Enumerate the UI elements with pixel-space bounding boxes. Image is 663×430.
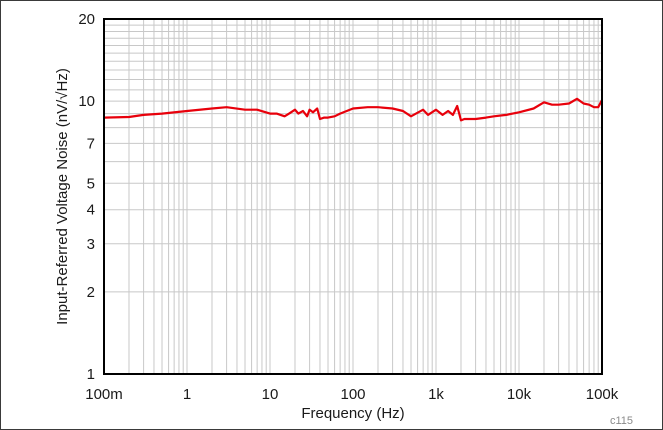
x-tick-label: 100k bbox=[586, 386, 619, 403]
y-tick-label: 7 bbox=[87, 135, 95, 152]
x-tick-label: 10 bbox=[262, 386, 279, 403]
y-tick-label: 2 bbox=[87, 284, 95, 301]
x-tick-label: 100 bbox=[340, 386, 365, 403]
x-tick-labels: 100m 1 10 100 1k 10k 100k bbox=[85, 386, 619, 403]
x-tick-label: 1k bbox=[428, 386, 444, 403]
noise-series-line bbox=[103, 97, 603, 122]
plot-border bbox=[103, 18, 603, 375]
y-tick-label: 5 bbox=[87, 175, 95, 192]
y-tick-label: 20 bbox=[78, 11, 95, 28]
x-tick-label: 10k bbox=[507, 386, 532, 403]
x-tick-label: 100m bbox=[85, 386, 123, 403]
y-tick-labels: 1 2 3 4 5 7 10 20 bbox=[78, 11, 95, 383]
y-tick-label: 1 bbox=[87, 366, 95, 383]
x-axis-label: Frequency (Hz) bbox=[301, 405, 404, 422]
grid-lines bbox=[104, 19, 602, 374]
y-tick-label: 3 bbox=[87, 236, 95, 253]
series-layer bbox=[103, 97, 603, 122]
y-tick-label: 10 bbox=[78, 93, 95, 110]
figure-code: c115 bbox=[610, 415, 633, 427]
x-tick-label: 1 bbox=[183, 386, 191, 403]
y-axis-label: Input-Referred Voltage Noise (nV/√Hz) bbox=[54, 68, 71, 325]
y-tick-label: 4 bbox=[87, 202, 95, 219]
